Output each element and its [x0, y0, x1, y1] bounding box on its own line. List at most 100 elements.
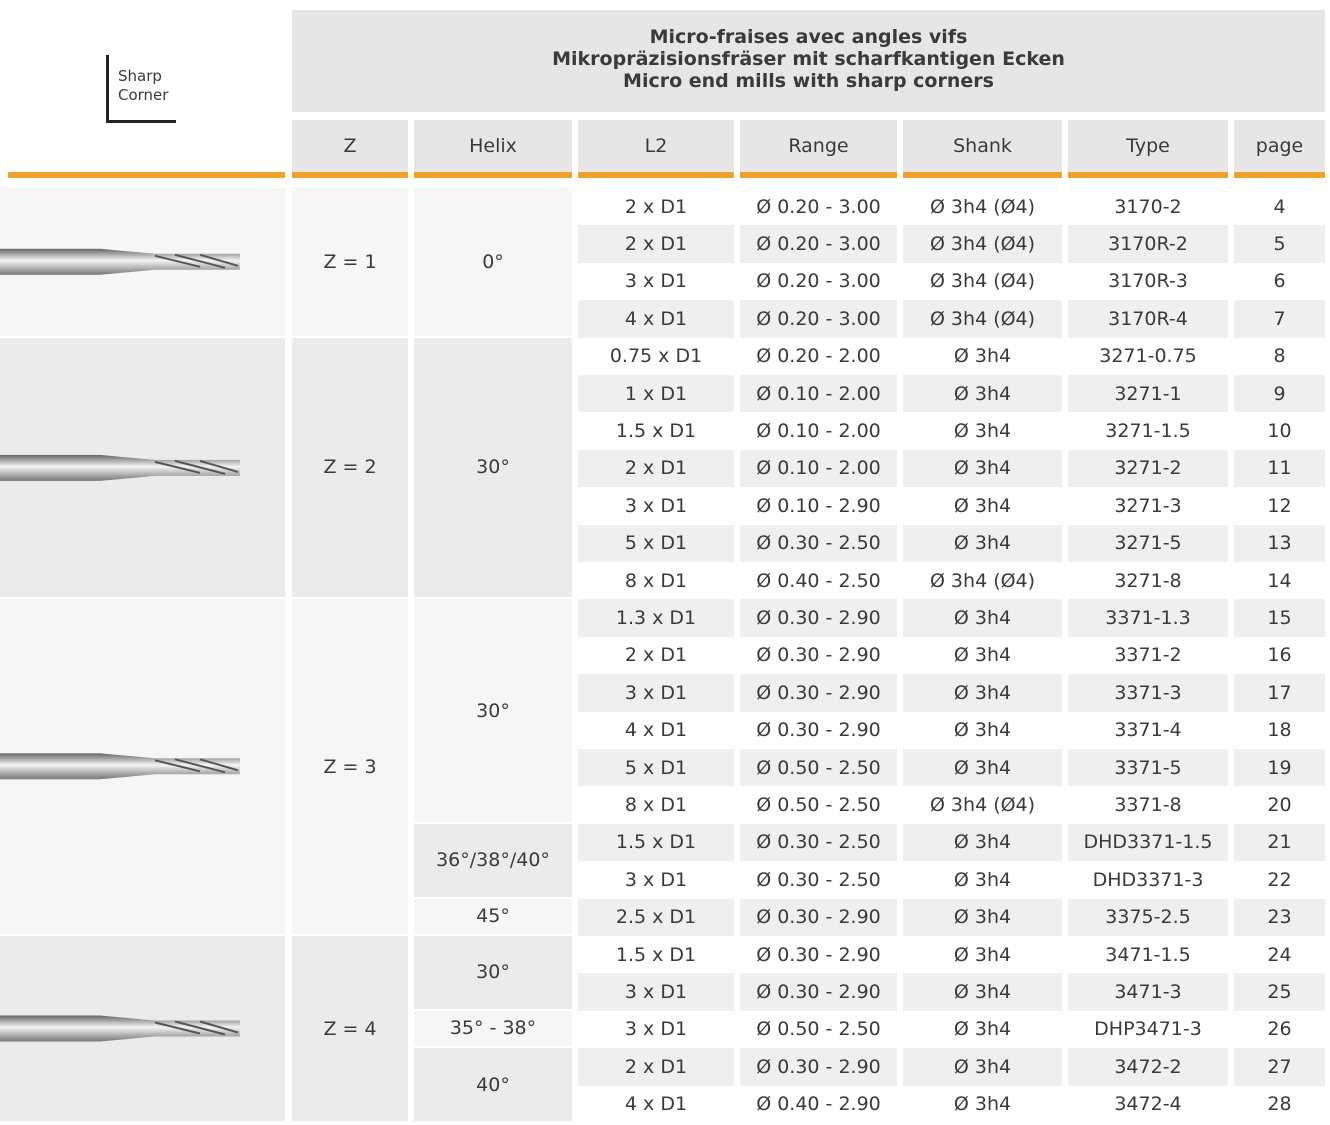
table-cell: 23: [1234, 898, 1325, 936]
table-cell: 24: [1234, 936, 1325, 974]
table-cell: 14: [1234, 562, 1325, 600]
table-cell: 3471-3: [1068, 973, 1228, 1011]
table-cell: 3 x D1: [578, 262, 734, 301]
table-cell: Ø 0.50 - 2.50: [740, 749, 897, 787]
table-cell: 8 x D1: [578, 562, 734, 600]
table-cell: 21: [1234, 823, 1325, 862]
table-cell: 3371-1.3: [1068, 599, 1228, 637]
column-header: L2: [578, 120, 734, 172]
table-cell: 2 x D1: [578, 1048, 734, 1086]
column-header: Type: [1068, 120, 1228, 172]
table-cell: Ø 3h4: [903, 449, 1062, 488]
tool-drawing: [0, 454, 240, 481]
table-cell: 3371-5: [1068, 749, 1228, 787]
table-cell: 2 x D1: [578, 636, 734, 675]
table-cell: 9: [1234, 375, 1325, 413]
column-header: Helix: [414, 120, 572, 172]
table-cell: 1.5 x D1: [578, 412, 734, 450]
table-cell: 15: [1234, 599, 1325, 637]
helix-cell: 0°: [414, 188, 572, 336]
table-cell: 11: [1234, 449, 1325, 488]
column-header: Z: [292, 120, 408, 172]
table-cell: 3271-3: [1068, 487, 1228, 525]
table-cell: 3170R-2: [1068, 225, 1228, 263]
table-cell: 4 x D1: [578, 1085, 734, 1123]
table-cell: Ø 3h4: [903, 1048, 1062, 1086]
z-cell: Z = 4: [292, 936, 408, 1121]
table-cell: 3472-4: [1068, 1085, 1228, 1123]
table-cell: 2 x D1: [578, 449, 734, 488]
table-cell: Ø 0.20 - 3.00: [740, 225, 897, 263]
table-cell: Ø 0.40 - 2.50: [740, 562, 897, 600]
table-cell: 25: [1234, 973, 1325, 1011]
header-rule: [1234, 172, 1325, 178]
header-rule: [740, 172, 897, 178]
table-cell: Ø 3h4: [903, 898, 1062, 936]
table-cell: Ø 0.30 - 2.90: [740, 936, 897, 974]
table-cell: 7: [1234, 300, 1325, 338]
table-cell: 3 x D1: [578, 861, 734, 899]
table-cell: Ø 3h4: [903, 599, 1062, 637]
table-cell: 3 x D1: [578, 487, 734, 525]
table-cell: Ø 0.30 - 2.90: [740, 599, 897, 637]
table-cell: Ø 3h4: [903, 636, 1062, 675]
table-cell: Ø 0.10 - 2.00: [740, 412, 897, 450]
table-cell: 20: [1234, 786, 1325, 824]
table-cell: Ø 0.10 - 2.90: [740, 487, 897, 525]
table-cell: Ø 0.50 - 2.50: [740, 1010, 897, 1049]
table-cell: Ø 3h4 (Ø4): [903, 262, 1062, 301]
table-cell: Ø 0.50 - 2.50: [740, 786, 897, 824]
table-cell: 18: [1234, 711, 1325, 749]
table-cell: 1.5 x D1: [578, 823, 734, 862]
table-cell: 1.5 x D1: [578, 936, 734, 974]
table-cell: 3271-2: [1068, 449, 1228, 488]
table-cell: Ø 0.30 - 2.90: [740, 674, 897, 712]
table-cell: Ø 3h4: [903, 861, 1062, 899]
table-cell: Ø 0.30 - 2.90: [740, 711, 897, 749]
table-cell: Ø 3h4: [903, 375, 1062, 413]
table-cell: 5: [1234, 225, 1325, 263]
table-cell: Ø 3h4: [903, 973, 1062, 1011]
table-cell: Ø 0.30 - 2.50: [740, 861, 897, 899]
table-cell: 3 x D1: [578, 1010, 734, 1049]
table-cell: Ø 0.20 - 3.00: [740, 300, 897, 338]
table-cell: 1 x D1: [578, 375, 734, 413]
table-cell: Ø 0.20 - 3.00: [740, 262, 897, 301]
table-cell: 3271-1: [1068, 375, 1228, 413]
helix-cell: 30°: [414, 599, 572, 822]
column-header: Shank: [903, 120, 1062, 172]
table-cell: 3271-8: [1068, 562, 1228, 600]
table-cell: 3471-1.5: [1068, 936, 1228, 974]
table-cell: 17: [1234, 674, 1325, 712]
table-cell: Ø 3h4: [903, 412, 1062, 450]
table-cell: 3170R-4: [1068, 300, 1228, 338]
corner-label-line: Sharp: [118, 67, 162, 85]
table-cell: 4 x D1: [578, 711, 734, 749]
table-cell: Ø 3h4 (Ø4): [903, 225, 1062, 263]
table-cell: DHD3371-1.5: [1068, 823, 1228, 862]
helix-cell: 40°: [414, 1048, 572, 1121]
table-cell: 4 x D1: [578, 300, 734, 338]
table-cell: Ø 0.30 - 2.90: [740, 973, 897, 1011]
table-cell: 6: [1234, 262, 1325, 301]
header-rule: [292, 172, 408, 178]
z-cell: Z = 3: [292, 599, 408, 934]
table-cell: 3 x D1: [578, 973, 734, 1011]
table-cell: DHD3371-3: [1068, 861, 1228, 899]
corner-label-line: Corner: [118, 86, 169, 104]
table-cell: Ø 3h4: [903, 1010, 1062, 1049]
table-cell: 3371-4: [1068, 711, 1228, 749]
title-line: Micro end mills with sharp corners: [623, 70, 994, 92]
table-cell: 5 x D1: [578, 524, 734, 562]
table-cell: 3371-3: [1068, 674, 1228, 712]
tool-image: [0, 337, 285, 598]
tool-image: [0, 188, 285, 336]
table-cell: Ø 0.10 - 2.00: [740, 375, 897, 413]
table-cell: 2 x D1: [578, 225, 734, 263]
helix-cell: 30°: [414, 936, 572, 1009]
table-cell: 10: [1234, 412, 1325, 450]
divider: [287, 10, 290, 1115]
z-cell: Z = 1: [292, 188, 408, 336]
title-line: Micro-fraises avec angles vifs: [649, 26, 968, 48]
